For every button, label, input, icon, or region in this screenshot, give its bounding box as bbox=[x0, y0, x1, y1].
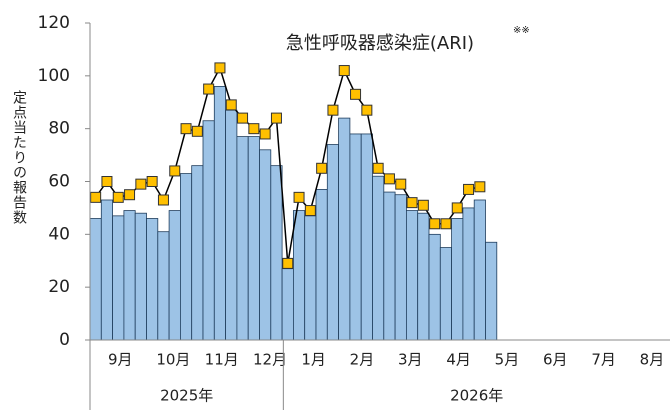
x-tick-label: 4月 bbox=[446, 351, 471, 369]
y-tick-label: 120 bbox=[38, 13, 70, 33]
marker bbox=[259, 128, 271, 140]
x-tick-label: 11月 bbox=[205, 351, 239, 369]
bar bbox=[473, 199, 486, 341]
marker bbox=[191, 125, 203, 137]
marker bbox=[225, 99, 237, 111]
marker bbox=[395, 178, 407, 190]
marker bbox=[327, 104, 339, 116]
bar bbox=[338, 117, 351, 341]
marker bbox=[350, 88, 362, 100]
bar bbox=[349, 133, 362, 341]
x-tick-label: 9月 bbox=[108, 351, 133, 369]
marker bbox=[429, 218, 441, 230]
chart-title: 急性呼吸器感染症(ARI) bbox=[286, 33, 474, 54]
marker bbox=[383, 173, 395, 185]
marker bbox=[361, 104, 373, 116]
year-label: 2025年 bbox=[160, 387, 213, 405]
bar bbox=[417, 212, 430, 341]
bar bbox=[270, 165, 283, 341]
bar bbox=[112, 215, 125, 341]
bar bbox=[191, 165, 204, 341]
marker bbox=[124, 189, 136, 201]
x-tick-label: 7月 bbox=[591, 351, 616, 369]
bar bbox=[89, 218, 102, 341]
marker bbox=[338, 65, 350, 77]
bar bbox=[360, 133, 373, 341]
bar bbox=[451, 218, 464, 341]
marker bbox=[440, 218, 452, 230]
x-tick-label: 3月 bbox=[398, 351, 423, 369]
y-tick-label: 100 bbox=[38, 66, 70, 86]
bar bbox=[292, 210, 306, 341]
marker bbox=[282, 257, 294, 269]
marker bbox=[112, 191, 124, 203]
marker bbox=[417, 199, 429, 211]
marker bbox=[214, 62, 226, 74]
bar bbox=[315, 189, 328, 341]
marker bbox=[135, 178, 147, 190]
x-tick-label: 6月 bbox=[543, 351, 568, 369]
marker bbox=[101, 176, 113, 187]
marker bbox=[157, 194, 169, 206]
marker bbox=[451, 202, 463, 214]
bar bbox=[179, 173, 193, 341]
year-label: 2026年 bbox=[450, 387, 503, 405]
marker bbox=[237, 112, 249, 124]
bar bbox=[123, 210, 136, 341]
marker bbox=[169, 165, 181, 177]
x-tick-label: 5月 bbox=[495, 351, 520, 369]
marker bbox=[248, 123, 260, 135]
marker bbox=[146, 176, 158, 187]
bar bbox=[259, 149, 272, 341]
bar bbox=[394, 194, 407, 341]
bar bbox=[304, 215, 317, 341]
bar bbox=[439, 247, 452, 341]
marker bbox=[304, 205, 316, 217]
marker bbox=[293, 191, 305, 203]
bar bbox=[157, 231, 170, 341]
y-tick-label: 60 bbox=[48, 172, 70, 192]
bar bbox=[225, 109, 238, 341]
bar bbox=[146, 218, 159, 341]
bar bbox=[236, 136, 249, 341]
x-tick-label: 12月 bbox=[253, 351, 287, 369]
x-tick-label: 8月 bbox=[640, 351, 665, 369]
marker bbox=[406, 197, 418, 209]
bar bbox=[247, 136, 260, 341]
bar bbox=[405, 210, 419, 341]
bar bbox=[213, 86, 227, 341]
marker bbox=[372, 162, 384, 174]
bar bbox=[168, 210, 181, 341]
bar bbox=[202, 120, 215, 341]
bar bbox=[281, 268, 294, 341]
marker bbox=[316, 162, 328, 174]
y-tick-label: 80 bbox=[48, 119, 70, 139]
marker bbox=[180, 123, 192, 135]
marker bbox=[474, 181, 486, 193]
x-tick-label: 1月 bbox=[301, 351, 326, 369]
bar bbox=[428, 233, 441, 341]
bar bbox=[485, 241, 498, 341]
marker bbox=[270, 112, 282, 124]
x-tick-label: 2月 bbox=[350, 351, 375, 369]
y-tick-label: 20 bbox=[48, 277, 70, 297]
y-tick-label: 0 bbox=[59, 330, 70, 350]
bar bbox=[383, 191, 396, 341]
title-note: ※※ bbox=[513, 25, 530, 36]
y-axis-label: 定点当たりの報告数 bbox=[11, 90, 27, 225]
bar bbox=[326, 144, 339, 341]
marker bbox=[90, 191, 102, 203]
bar bbox=[134, 212, 147, 341]
x-tick-label: 10月 bbox=[156, 351, 190, 369]
y-tick-label: 40 bbox=[48, 224, 70, 244]
marker bbox=[203, 83, 215, 95]
marker bbox=[463, 183, 475, 195]
bar bbox=[372, 175, 385, 341]
bar bbox=[100, 199, 114, 341]
bar bbox=[462, 207, 475, 341]
